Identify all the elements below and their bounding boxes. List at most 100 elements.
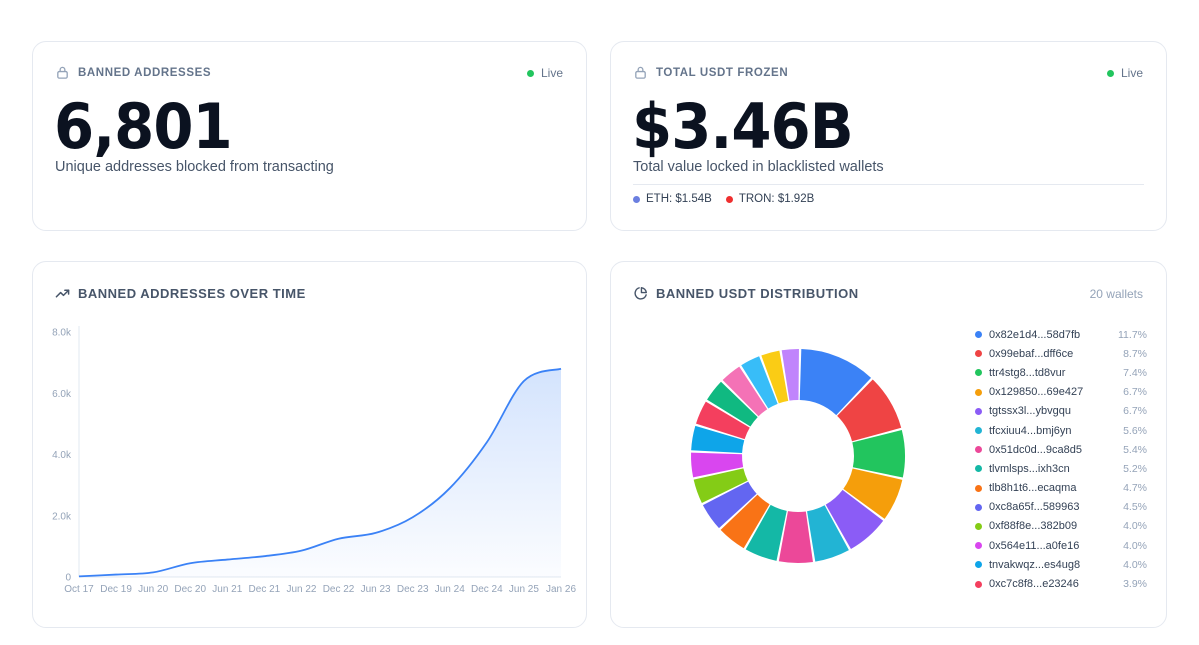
donut-slice[interactable] (825, 489, 884, 549)
legend-percentage: 6.7% (1123, 386, 1147, 399)
donut-slice[interactable] (693, 468, 748, 503)
donut-slice[interactable] (778, 511, 813, 563)
legend-item[interactable]: 0x564e11...a0fe16 4.0% (975, 536, 1147, 555)
x-tick-label: Dec 19 (100, 584, 132, 595)
wallet-count: 20 wallets (1089, 287, 1143, 301)
x-tick-label: Jun 24 (435, 584, 465, 595)
legend-wallet-address: 0xc8a65f...589963 (989, 501, 1080, 514)
donut-chart (691, 349, 905, 563)
banned-count: 6,801 (54, 90, 233, 163)
legend-percentage: 5.4% (1123, 443, 1147, 456)
legend-item[interactable]: tnvakwqz...es4ug8 4.0% (975, 555, 1147, 574)
donut-slice[interactable] (852, 430, 905, 478)
series-line (78, 367, 562, 578)
legend-wallet-address: tgtssx3l...ybvgqu (989, 405, 1071, 418)
legend-item[interactable]: tlb8h1t6...ecaqma 4.7% (975, 479, 1147, 498)
donut-slice[interactable] (837, 379, 902, 442)
legend-wallet-address: 0x51dc0d...9ca8d5 (989, 443, 1082, 456)
donut-slice[interactable] (799, 349, 872, 416)
legend-wallet-address: 0xc7c8f8...e23246 (989, 578, 1079, 591)
legend-swatch-icon (975, 580, 982, 588)
legend-wallet-address: 0x564e11...a0fe16 (989, 539, 1080, 552)
legend-item[interactable]: 0xf88f8e...382b09 4.0% (975, 517, 1147, 536)
legend-percentage: 3.9% (1123, 578, 1147, 591)
legend-item[interactable]: 0x99ebaf...dff6ce 8.7% (975, 344, 1147, 363)
over-time-header: BANNED ADDRESSES OVER TIME (55, 286, 306, 301)
live-label: Live (1120, 66, 1143, 80)
area-chart: 0 2.0k 4.0k 6.0k 8.0k Oct 17 Dec 19 Jun 20 Dec 2… (52, 326, 576, 595)
legend-wallet-address: 0x129850...69e427 (989, 386, 1084, 399)
legend-item[interactable]: tlvmlsps...ixh3cn 5.2% (975, 459, 1147, 478)
legend-wallet-address: tfcxiuu4...bmj6yn (989, 424, 1072, 437)
donut-slice[interactable] (761, 350, 789, 404)
donut-slice[interactable] (741, 356, 778, 409)
legend-item[interactable]: ttr4stg8...td8vur 7.4% (975, 363, 1147, 382)
donut-slice[interactable] (807, 505, 849, 562)
donut-slice[interactable] (691, 452, 744, 478)
legend-swatch-icon (975, 522, 982, 530)
usdt-frozen-card: TOTAL USDT FROZEN Live $3.46B Total valu… (610, 41, 1167, 231)
donut-slice[interactable] (696, 401, 750, 440)
legend-swatch-icon (975, 407, 982, 415)
chain-label-tron: TRON: $1.92B (738, 193, 815, 205)
y-tick-label: 0 (65, 573, 71, 584)
usdt-frozen-subtitle: Total value locked in blacklisted wallet… (633, 159, 884, 175)
card-title: TOTAL USDT FROZEN (656, 66, 789, 79)
legend-percentage: 5.2% (1123, 462, 1147, 475)
legend-item[interactable]: 0xc7c8f8...e23246 3.9% (975, 574, 1147, 593)
y-tick-label: 8.0k (52, 328, 72, 339)
donut-slice[interactable] (745, 504, 787, 561)
lock-icon (55, 65, 70, 80)
legend-item[interactable]: 0x51dc0d...9ca8d5 5.4% (975, 440, 1147, 459)
legend-item[interactable]: tgtssx3l...ybvgqu 6.7% (975, 402, 1147, 421)
donut-slice[interactable] (707, 381, 758, 427)
donut-slice[interactable] (722, 366, 768, 417)
legend-wallet-address: 0x99ebaf...dff6ce (989, 347, 1074, 360)
legend-swatch-icon (975, 388, 982, 396)
banned-addresses-header: BANNED ADDRESSES (55, 65, 211, 80)
usdt-frozen-header: TOTAL USDT FROZEN (633, 65, 788, 80)
banned-addresses-card: BANNED ADDRESSES Live 6,801 Unique addre… (32, 41, 587, 231)
card-title: BANNED USDT DISTRIBUTION (656, 286, 859, 301)
y-tick-label: 4.0k (52, 450, 72, 461)
over-time-card: BANNED ADDRESSES OVER TIME 0 2.0k 4.0k 6.0k… (32, 261, 587, 628)
x-tick-label: Jun 25 (509, 584, 539, 595)
distribution-card: BANNED USDT DISTRIBUTION 20 wallets 0x82… (610, 261, 1167, 628)
distribution-legend: 0x82e1d4...58d7fb 11.7% 0x99ebaf...dff6ce 8… (975, 325, 1147, 594)
area-fill (79, 368, 561, 577)
legend-swatch-icon (975, 542, 982, 550)
legend-swatch-icon (975, 561, 982, 569)
legend-percentage: 4.5% (1123, 501, 1147, 514)
live-indicator: Live (1106, 66, 1143, 80)
legend-item[interactable]: tfcxiuu4...bmj6yn 5.6% (975, 421, 1147, 440)
x-tick-label: Dec 23 (397, 584, 429, 595)
x-tick-label: Jun 22 (286, 584, 316, 595)
legend-item[interactable]: 0xc8a65f...589963 4.5% (975, 498, 1147, 517)
legend-percentage: 4.0% (1123, 558, 1147, 571)
legend-wallet-address: tlvmlsps...ixh3cn (989, 462, 1070, 475)
x-tick-label: Jun 21 (212, 584, 242, 595)
legend-swatch-icon (975, 484, 982, 492)
donut-slice[interactable] (720, 494, 770, 549)
legend-item[interactable]: 0x82e1d4...58d7fb 11.7% (975, 325, 1147, 344)
legend-swatch-icon (975, 427, 982, 435)
live-dot-icon (1106, 69, 1114, 77)
donut-slice[interactable] (843, 468, 903, 519)
donut-slice[interactable] (691, 425, 745, 454)
legend-swatch-icon (975, 446, 982, 454)
legend-swatch-icon (975, 503, 982, 511)
donut-slice[interactable] (781, 349, 799, 401)
eth-dot-icon (633, 195, 640, 203)
legend-swatch-icon (975, 369, 982, 377)
legend-item[interactable]: 0x129850...69e427 6.7% (975, 383, 1147, 402)
x-tick-label: Jun 23 (361, 584, 391, 595)
lock-icon (633, 65, 648, 80)
live-indicator: Live (526, 66, 563, 80)
legend-percentage: 6.7% (1123, 405, 1147, 418)
donut-slice[interactable] (702, 481, 757, 529)
y-tick-label: 2.0k (52, 511, 72, 522)
card-title: BANNED ADDRESSES OVER TIME (78, 286, 306, 301)
usdt-frozen-value: $3.46B (632, 90, 854, 163)
legend-swatch-icon (975, 465, 982, 473)
x-tick-label: Dec 24 (471, 584, 503, 595)
